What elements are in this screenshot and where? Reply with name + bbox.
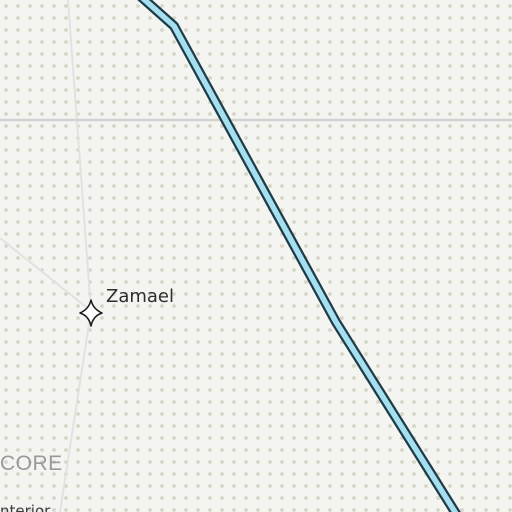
partial-region-label: nterior [0,502,51,512]
place-label: Zamael [106,286,174,307]
route-fill [140,0,459,512]
hyperlane [67,0,92,312]
trade-route[interactable] [137,0,461,512]
hyperlane [59,310,92,512]
region-label-core: CORE [0,452,63,475]
hyperlane [0,237,92,312]
hyperlane-network [0,0,92,512]
place-zamael[interactable]: Zamael [79,286,174,327]
four-point-star-icon [79,299,103,327]
